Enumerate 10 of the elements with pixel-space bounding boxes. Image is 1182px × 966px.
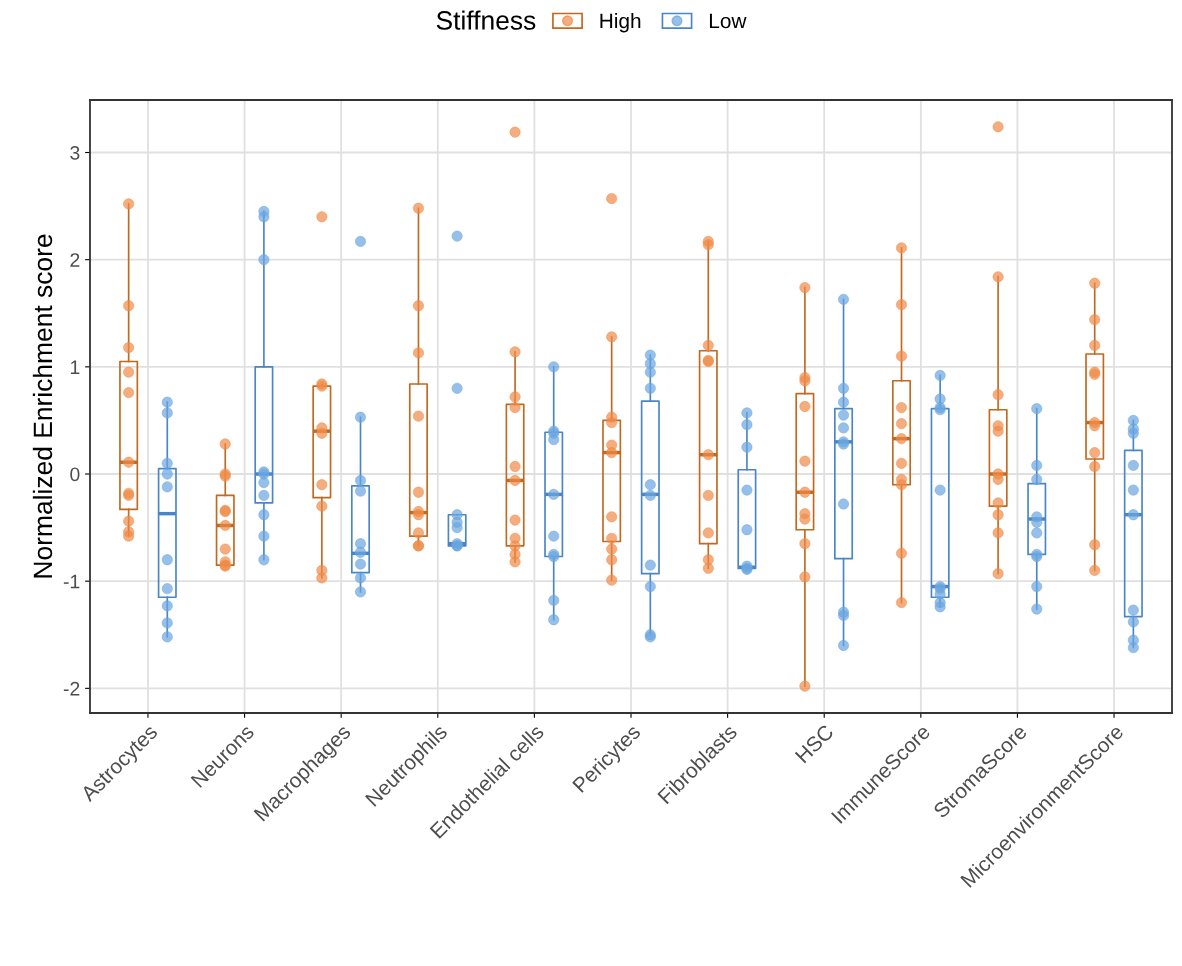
y-tick-label: 2 xyxy=(70,253,80,267)
y-axis-title: Normalized Enrichment score xyxy=(32,234,53,578)
legend-label: Low xyxy=(709,13,747,29)
y-tick-label: -1 xyxy=(63,574,80,589)
y-tick-label: 0 xyxy=(70,467,80,482)
y-tick-label: 1 xyxy=(70,360,80,374)
legend-label: High xyxy=(600,13,641,33)
legend-title: Stiffness xyxy=(436,10,536,30)
y-tick-label: 3 xyxy=(70,145,80,160)
y-tick-label: -2 xyxy=(63,681,80,696)
